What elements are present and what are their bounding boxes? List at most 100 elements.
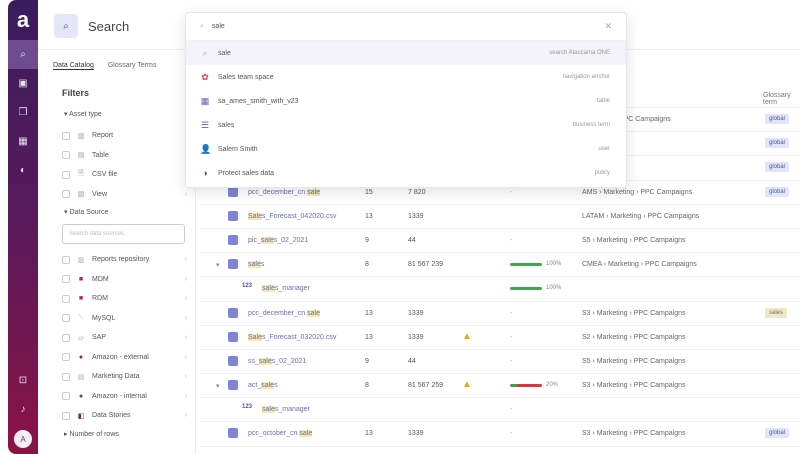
- filter-label: MDM: [92, 275, 109, 283]
- asset-name[interactable]: ss_sales_02_2021: [248, 357, 307, 365]
- table-row[interactable]: pcc_december_cn sale 15 7 820 - AMS › Market…: [200, 181, 800, 205]
- table-row[interactable]: ▾ sales 8 81 567 239 100% CMEA › Marketing › …: [200, 253, 800, 278]
- asset-name[interactable]: pcc_december_cn sale: [248, 188, 320, 196]
- filter-item[interactable]: 🗎CSV file›: [52, 165, 195, 185]
- checkbox[interactable]: [62, 255, 70, 264]
- result-kind: policy: [594, 170, 610, 176]
- table-row[interactable]: Sales_Forecast_042020.csv 13 1339 LATAM › M…: [200, 205, 800, 229]
- table-row[interactable]: Sales_Forecast_032020.csv 13 1339 ▲ - S2 › Ma…: [200, 326, 800, 350]
- column-icon: 123: [242, 404, 253, 411]
- filter-item[interactable]: ▤Table›: [52, 146, 195, 166]
- checkbox[interactable]: [62, 411, 70, 420]
- asset-name[interactable]: Sales_Forecast_042020.csv: [248, 212, 337, 220]
- search-result[interactable]: ▦ sa_ames_smith_with_v23 table: [186, 89, 626, 113]
- glossary-tag[interactable]: sales: [765, 307, 788, 318]
- filter-item[interactable]: ▤ Marketing Data ›: [52, 367, 195, 387]
- row-count: 44: [408, 357, 416, 365]
- table-row[interactable]: pcc_december_cn sale 13 1339 - S3 › Marketin…: [200, 302, 800, 326]
- filter-item[interactable]: ■ RDM ›: [52, 289, 195, 309]
- filter-item[interactable]: ▱ SAP ›: [52, 328, 195, 348]
- search-result[interactable]: 👤 Salem Smith user: [186, 137, 626, 161]
- data-source-section[interactable]: ▾ Data Source: [64, 209, 109, 216]
- table-row[interactable]: 123 sales_manager -: [200, 398, 800, 423]
- table-row[interactable]: 123 sales_manager 100%: [200, 277, 800, 302]
- filter-item[interactable]: ● Amazon - external ›: [52, 348, 195, 368]
- asset-type-section[interactable]: ▾ Asset type: [64, 111, 102, 118]
- asset-name[interactable]: sales_manager: [262, 406, 310, 414]
- checkbox[interactable]: [62, 151, 70, 160]
- checkbox[interactable]: [62, 275, 70, 284]
- asset-name[interactable]: pcc_october_cn sale: [248, 430, 313, 438]
- glossary-tag[interactable]: global: [765, 138, 790, 149]
- table-row[interactable]: ss_sales_02_2021 9 44 - S5 › Marketing › PPC…: [200, 350, 800, 375]
- search-nav-icon[interactable]: ⌕: [8, 40, 38, 69]
- number-of-rows-section[interactable]: ▸ Number of rows: [64, 430, 119, 438]
- location-path: S3 › Marketing › PPC Campaigns: [582, 382, 686, 390]
- source-icon: ▤: [77, 152, 85, 160]
- filter-item[interactable]: ◧ Data Stories ›: [52, 406, 195, 426]
- filter-item[interactable]: ⟍ MySQL ›: [52, 309, 195, 329]
- checkbox[interactable]: [62, 131, 70, 140]
- data-source-search-input[interactable]: Search data sources: [62, 224, 185, 244]
- notifications-icon[interactable]: ♪: [20, 404, 26, 415]
- filter-label: View: [92, 190, 108, 198]
- asset-name[interactable]: sales_manager: [262, 285, 310, 293]
- count-icon: ›: [184, 412, 187, 420]
- quality-bar: [510, 287, 542, 291]
- catalog-nav-icon[interactable]: ▣: [18, 78, 28, 89]
- filter-label: Marketing Data: [92, 373, 140, 381]
- checkbox[interactable]: [62, 333, 70, 342]
- expand-icon[interactable]: ▾: [216, 383, 220, 391]
- checkbox[interactable]: [62, 353, 70, 362]
- checkbox[interactable]: [62, 170, 70, 179]
- glossary-nav-icon[interactable]: ❐: [18, 107, 28, 118]
- glossary-tag[interactable]: global: [765, 114, 790, 124]
- filter-item[interactable]: ● Amazon - internal ›: [52, 387, 195, 407]
- help-icon[interactable]: ⊡: [18, 375, 28, 386]
- checkbox[interactable]: [62, 372, 70, 381]
- column-count: 9: [365, 357, 369, 365]
- search-result[interactable]: ⌕ sale search Ataccama ONE: [186, 41, 626, 65]
- tab-data-catalog[interactable]: Data Catalog: [53, 62, 94, 70]
- result-label: sales: [218, 121, 235, 129]
- filter-item[interactable]: ▥ Reports repository ›: [52, 250, 195, 270]
- policy-nav-icon[interactable]: ◐: [19, 165, 27, 176]
- shield-icon: ◑: [202, 168, 208, 178]
- asset-name[interactable]: sales: [248, 261, 265, 269]
- table-row[interactable]: pic_sales_02_2021 9 44 - S5 › Marketing › PP…: [200, 229, 800, 254]
- avatar[interactable]: A: [14, 430, 32, 448]
- table-row[interactable]: ▾ act_sales 8 81 567 259 ▲ 20% S3 › Marketing …: [200, 374, 800, 399]
- glossary-tag[interactable]: global: [765, 162, 790, 173]
- checkbox[interactable]: [62, 392, 70, 401]
- table-row[interactable]: pcc_october_cn sale 13 1339 - S3 › Marketing…: [200, 422, 800, 447]
- asset-name[interactable]: pic_sales_02_2021: [248, 236, 309, 244]
- checkbox[interactable]: [62, 190, 70, 199]
- asset-icon: [228, 331, 238, 342]
- search-input[interactable]: ⌕ sale ✕: [186, 13, 626, 41]
- expand-icon[interactable]: ▾: [216, 262, 220, 270]
- asset-name[interactable]: Sales_Forecast_032020.csv: [248, 333, 337, 341]
- close-icon[interactable]: ✕: [604, 21, 612, 31]
- checkbox[interactable]: [62, 294, 70, 303]
- search-result[interactable]: ◑ Protect sales data policy: [186, 161, 626, 185]
- column-count: 13: [365, 309, 373, 317]
- filter-item[interactable]: ▥Report›: [52, 126, 195, 146]
- glossary-tag[interactable]: global: [765, 186, 790, 197]
- results-table: Glossary term Marketing › PPC Campaignsg…: [200, 84, 800, 447]
- glossary-tag[interactable]: global: [765, 428, 790, 439]
- row-count: 1339: [408, 212, 424, 220]
- filter-item[interactable]: ■ MDM ›: [52, 270, 195, 290]
- search-result[interactable]: ✿ Sales team space navigation anchor: [186, 65, 626, 89]
- data-quality-nav-icon[interactable]: ▦: [18, 136, 28, 147]
- quality-empty: -: [510, 406, 513, 414]
- search-result[interactable]: ☰ sales business term: [186, 113, 626, 137]
- asset-name[interactable]: pcc_december_cn sale: [248, 309, 320, 317]
- term-icon: ☰: [200, 119, 210, 130]
- checkbox[interactable]: [62, 314, 70, 323]
- filter-item[interactable]: ▧ View ›: [52, 185, 195, 205]
- asset-name[interactable]: act_sales: [248, 382, 278, 390]
- result-label: Sales team space: [218, 73, 274, 81]
- search-button[interactable]: ⌕: [54, 14, 78, 38]
- tab-glossary-terms[interactable]: Glossary Terms: [107, 62, 157, 69]
- table-icon: ▦: [200, 95, 210, 106]
